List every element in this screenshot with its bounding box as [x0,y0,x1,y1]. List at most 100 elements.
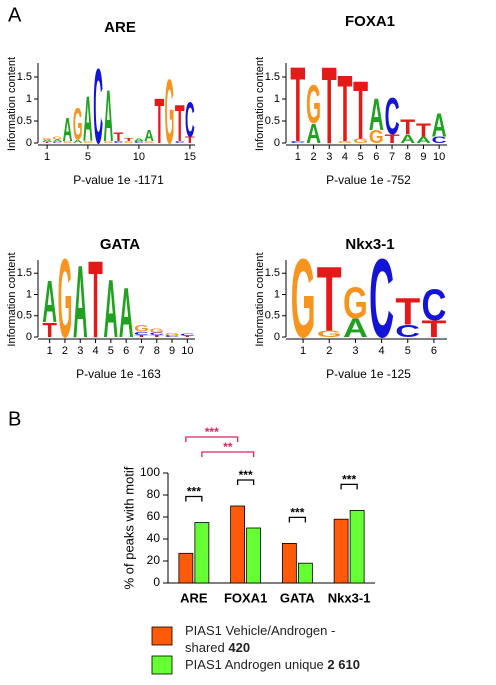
logo-letter: G [165,332,180,336]
panel-label: B [8,408,21,430]
logo-letter: T [185,135,195,146]
x-tick-label: 5 [358,151,364,163]
logo-letter: G [338,140,353,143]
logo-letter: T [353,64,368,156]
logo-letter: A [73,244,88,359]
x-tick-label: ARE [180,590,208,605]
y-tick-label: 0 [153,575,160,589]
logo-letter: G [83,140,93,143]
logo-letter: T [317,249,342,351]
logo-letter: T [134,334,149,337]
bar [281,543,297,584]
logo-letter: T [42,318,57,341]
legend-swatch [151,626,173,646]
logo-letter: G [353,138,368,145]
logo-letter: C [421,281,446,330]
y-axis-label: Information content [254,252,266,346]
logo-letter: G [291,236,316,361]
logo-letter: G [306,74,321,135]
y-axis-label: Information content [254,57,266,151]
x-tick-label: 1 [44,151,50,163]
bar [246,527,262,584]
significance-label: ** [223,440,233,454]
y-tick-label: 1 [274,93,280,105]
x-tick-label: Nkx3-1 [328,590,371,605]
y-tick-label: 0 [26,137,32,149]
logo-letter: T [180,335,196,337]
logo-letter: T [416,119,431,140]
logo-letter: A [104,263,119,355]
logo-letter: A [119,274,134,353]
logo-letter: G [42,137,52,140]
x-tick-label: 1 [47,345,53,357]
logo-letter: G [58,237,72,363]
y-tick-label: 0.5 [265,310,280,322]
bar [297,562,313,584]
legend-count: 420 [228,640,251,655]
logo-letter: C [180,334,195,337]
significance-bracket [185,495,203,502]
significance-label: *** [205,425,219,439]
chart-title: Nkx3-1 [345,236,394,253]
x-axis-label: P-value 1e -163 [76,367,161,381]
significance-label: *** [239,468,253,482]
y-tick-label: 80 [147,487,161,501]
logo-letter: A [144,128,154,145]
logo-letter: T [149,334,164,337]
x-tick-label: 4 [342,151,348,163]
x-tick-label: FOXA1 [224,590,267,605]
logo-letter: A [369,89,384,141]
logo-letter: T [322,44,337,167]
y-axis-label: Information content [6,252,18,346]
logo-letter: A [343,313,368,343]
significance-bracket [340,483,358,490]
y-axis-label: Information content [6,57,18,151]
x-tick-label: 6 [431,345,437,357]
y-tick-label: 1 [274,288,280,300]
logo-letter: A [416,136,432,146]
x-tick-label: 9 [420,151,426,163]
y-tick-label: 1.5 [265,71,280,83]
legend-swatch [151,655,173,675]
y-tick-label: 0 [274,137,280,149]
logo-letter: C [52,141,62,143]
y-tick-label: 1 [26,288,32,300]
bar [194,522,210,584]
logo-letter: T [175,95,185,153]
logo-letter: C [369,236,394,362]
significance-bracket [185,436,239,442]
x-tick-label: 3 [326,151,332,163]
logo-letter: G [317,329,342,339]
logo-letter: A [42,140,52,143]
bar [349,509,365,584]
y-tick-label: 60 [147,509,161,523]
y-tick-label: 40 [147,531,161,545]
x-tick-label: 6 [123,345,129,357]
x-tick-label: GATA [280,590,316,605]
logo-letter: T [88,238,103,361]
y-tick-label: 0 [26,331,32,343]
logo-letter: C [134,141,144,144]
x-tick-label: 8 [405,151,411,163]
logo-letter: T [395,290,420,333]
x-tick-label: 2 [62,345,68,357]
x-tick-label: 2 [326,345,332,357]
y-tick-label: 1 [26,93,32,105]
significance-bracket [201,451,255,457]
significance-label: *** [290,505,304,519]
logo-letter: T [42,142,52,144]
chart-title: GATA [100,236,140,253]
y-tick-label: 0.5 [265,115,280,127]
x-tick-label: 6 [373,151,379,163]
logo-letter: G [134,324,148,334]
logo-letter: T [124,137,135,142]
y-tick-label: 100 [140,465,160,479]
logo-letter: T [154,85,164,156]
logo-letter: A [103,75,113,157]
logo-letter: C [432,136,448,146]
bar [333,518,349,584]
legend-label: PIAS1 Androgen unique [185,657,324,672]
logo-letter: G [150,327,164,334]
